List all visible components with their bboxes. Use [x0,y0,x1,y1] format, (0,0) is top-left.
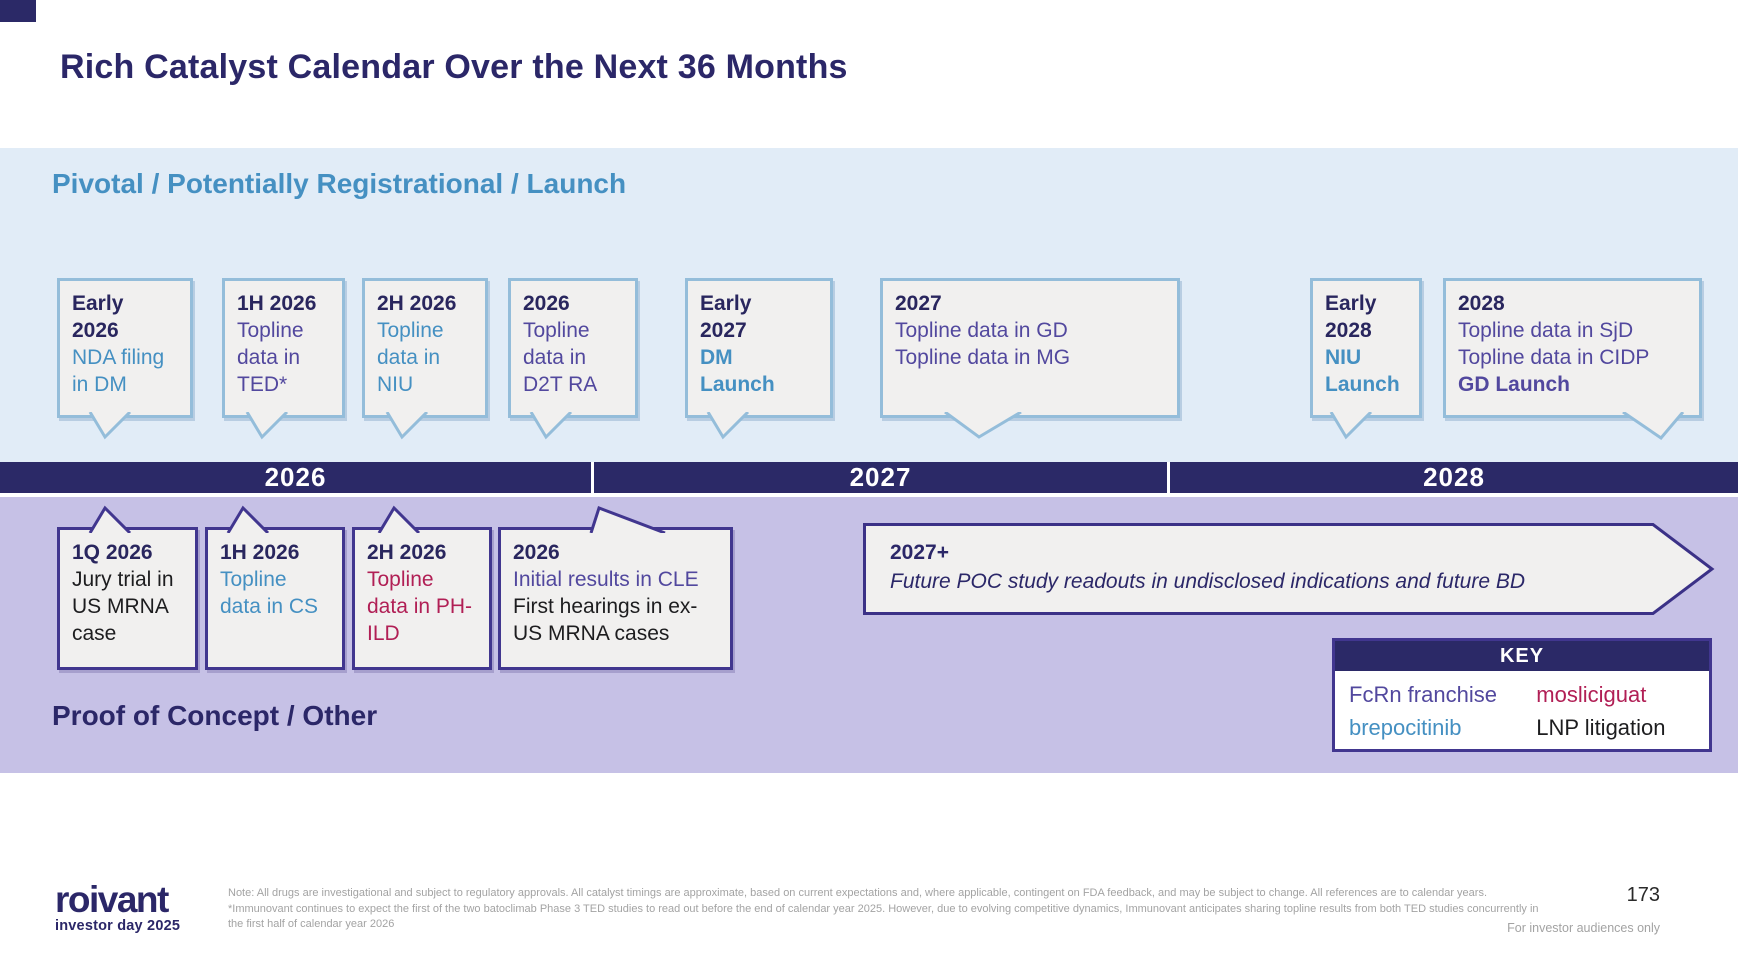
audience-note: For investor audiences only [1507,921,1660,935]
event-date: 1Q 2026 [72,541,153,564]
event-text: NIU Launch [1325,346,1400,396]
logo-wordmark: roivant [55,879,169,920]
corner-decoration [0,0,36,22]
event-text: Initial results in CLE [513,568,699,591]
callout-tail-up [377,505,421,533]
event-text: First hearings in ex-US MRNA cases [513,595,698,645]
event-text: Topline data in GD [895,319,1068,342]
footnote-line: the first half of calendar year 2026 [228,918,395,930]
callout-tail-down [245,412,289,440]
event-card-niu-launch: Early 2028 NIU Launch [1310,278,1422,440]
callout-tail-down [529,412,573,440]
event-text: DM Launch [700,346,775,396]
event-date: 2H 2026 [377,292,457,315]
footnote-line: Note: All drugs are investigational and … [228,887,1488,899]
event-card-gd-mg: 2027 Topline data in GD Topline data in … [880,278,1180,439]
event-card-d2t-ra: 2026 Topline data in D2T RA [508,278,638,440]
callout-tail-down [88,412,132,440]
callout-tail-down [944,412,1022,439]
future-arrow-text: 2027+ Future POC study readouts in undis… [890,538,1640,596]
key-entry-mosliciguat: mosliciguat [1536,682,1647,707]
event-date: Early 2027 [700,292,752,342]
event-card-dm-launch: Early 2027 DM Launch [685,278,833,440]
logo-subtitle: investor day 2025 [55,918,181,934]
event-text: Topline data in CIDP [1458,346,1650,369]
callout-tail-up [88,505,132,533]
year-segment-2027: 2027 [594,462,1170,493]
footnote-line: *Immunovant continues to expect the firs… [228,902,1539,915]
event-text: Topline data in D2T RA [523,319,598,396]
event-card-cs: 1H 2026 Topline data in CS [205,505,345,670]
event-text: Topline data in SjD [1458,319,1634,342]
roivant-logo: roivant investor day 2025 [55,879,181,934]
event-text: Topline data in TED* [237,319,304,396]
poc-section-label: Proof of Concept / Other [52,700,378,731]
event-card-niu-data: 2H 2026 Topline data in NIU [362,278,488,440]
callout-tail-down [1622,412,1685,441]
event-date: 2027 [895,292,942,315]
key-entry-lnp: LNP litigation [1536,715,1666,740]
callout-tail-up [226,505,270,533]
event-card-sjd-cidp-gd: 2028 Topline data in SjD Topline data in… [1443,278,1702,441]
year-segment-2026: 2026 [0,462,594,493]
event-text: Topline data in PH-ILD [367,568,473,645]
event-date: Early 2028 [1325,292,1377,342]
page-number: 173 [1626,884,1660,906]
event-date: 2026 [523,292,570,315]
future-arrow-shape [863,523,1715,615]
future-date: 2027+ [890,541,949,564]
key-legend: KEY FcRn franchise mosliciguat brepociti… [1332,638,1712,752]
future-description: Future POC study readouts in undisclosed… [890,570,1526,593]
event-date: 2028 [1458,292,1505,315]
page-title: Rich Catalyst Calendar Over the Next 36 … [60,48,848,86]
event-text: Jury trial in US MRNA case [72,568,174,645]
event-card-ph-ild: 2H 2026 Topline data in PH-ILD [352,505,492,670]
key-entry-fcrn: FcRn franchise [1349,682,1497,707]
event-date: Early 2026 [72,292,124,342]
callout-tail-up-slanted [589,506,666,533]
event-text: GD Launch [1458,373,1571,396]
timeline-year-bar: 2026 2027 2028 [0,462,1738,493]
callout-tail-down [1329,412,1373,440]
event-date: 1H 2026 [237,292,317,315]
key-title: KEY [1335,641,1709,671]
event-text: Topline data in CS [220,568,319,618]
event-card-cle-mrna: 2026 Initial results in CLE First hearin… [498,506,733,670]
event-text: Topline data in MG [895,346,1071,369]
event-card-nda-dm: Early 2026 NDA filing in DM [57,278,193,440]
event-text: Topline data in NIU [377,319,444,396]
event-date: 1H 2026 [220,541,300,564]
event-card-jury-trial: 1Q 2026 Jury trial in US MRNA case [57,505,198,670]
event-card-ted: 1H 2026 Topline data in TED* [222,278,345,440]
callout-tail-down [706,412,750,440]
event-date: 2026 [513,541,560,564]
event-text: NDA filing in DM [72,346,165,396]
callout-tail-down [385,412,429,440]
pivotal-section-label: Pivotal / Potentially Registrational / L… [52,168,627,199]
year-segment-2028: 2028 [1423,462,1485,492]
event-date: 2H 2026 [367,541,447,564]
footnote: Note: All drugs are investigational and … [228,886,1548,933]
key-entry-brepocitinib: brepocitinib [1349,715,1462,740]
